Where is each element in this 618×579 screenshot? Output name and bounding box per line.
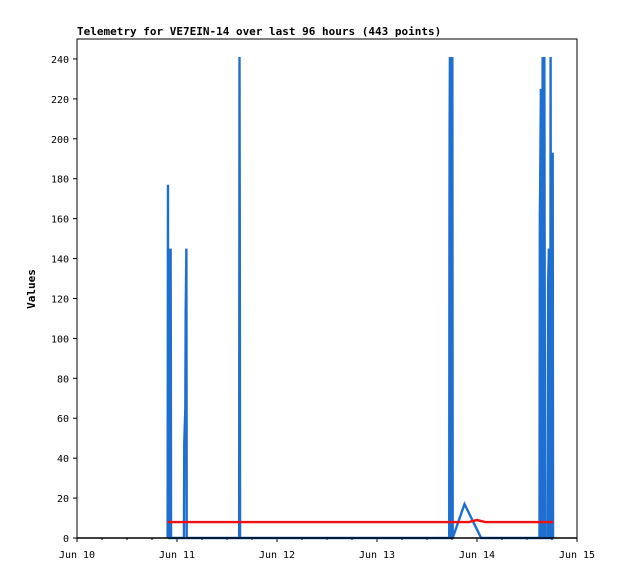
y-tick-label: 240 bbox=[51, 55, 69, 66]
y-axis: 0 20 40 60 80 100 120 140 160 180 200 220 240 bbox=[51, 55, 77, 545]
x-tick-label: Jun 12 bbox=[259, 550, 295, 561]
y-tick-label: 20 bbox=[57, 494, 69, 505]
y-tick-label: 0 bbox=[63, 534, 69, 545]
y-tick-label: 220 bbox=[51, 95, 69, 106]
x-tick-label: Jun 13 bbox=[359, 550, 395, 561]
x-tick-label: Jun 14 bbox=[459, 550, 495, 561]
y-axis-label: Values bbox=[25, 269, 38, 309]
x-tick-label: Jun 15 bbox=[559, 550, 595, 561]
y-tick-label: 180 bbox=[51, 175, 69, 186]
y-tick-label: 40 bbox=[57, 454, 69, 465]
y-tick-label: 80 bbox=[57, 374, 69, 385]
x-tick-label: Jun 11 bbox=[159, 550, 195, 561]
y-tick-label: 140 bbox=[51, 255, 69, 266]
series-line-2 bbox=[167, 518, 554, 524]
y-tick-label: 100 bbox=[51, 334, 69, 345]
x-tick-label: Jun 10 bbox=[59, 550, 95, 561]
y-tick-label: 120 bbox=[51, 294, 69, 305]
y-tick-label: 200 bbox=[51, 135, 69, 146]
y-tick-label: 60 bbox=[57, 414, 69, 425]
plot-area bbox=[77, 56, 577, 540]
y-tick-label: 160 bbox=[51, 215, 69, 226]
chart-title: Telemetry for VE7EIN-14 over last 96 hou… bbox=[77, 25, 441, 38]
